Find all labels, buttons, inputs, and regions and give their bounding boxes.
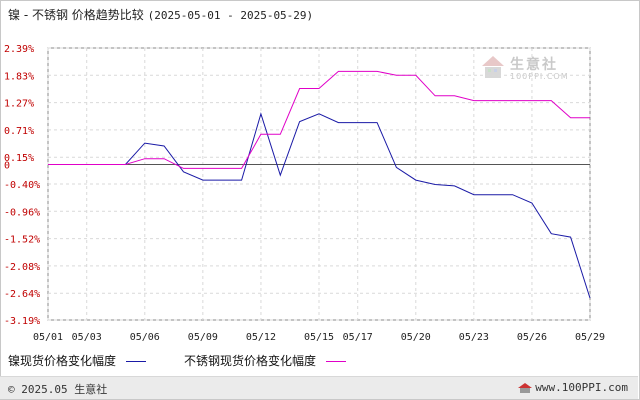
y-tick-label: 0 <box>4 161 10 172</box>
legend-swatch-nickel <box>125 361 146 362</box>
y-tick-label: -2.08% <box>4 262 40 273</box>
y-tick-label: 0.71% <box>4 126 34 137</box>
footer-site-url[interactable]: www.100PPI.com <box>535 381 628 394</box>
chart-title: 镍 - 不锈钢 价格趋势比较 (2025-05-01 - 2025-05-29) <box>8 6 313 23</box>
chart-title-range: (2025-05-01 - 2025-05-29) <box>147 9 314 22</box>
y-tick-label: 2.39% <box>4 44 34 55</box>
y-tick-label: 0.15% <box>4 153 34 164</box>
watermark: 生意社 100PPI.COM <box>480 54 580 84</box>
legend-swatch-stainless <box>325 361 346 362</box>
x-tick-label: 05/26 <box>517 332 547 343</box>
x-tick-label: 05/01 <box>33 332 63 343</box>
legend-item-stainless: 不锈钢现货价格变化幅度 <box>184 352 346 369</box>
y-tick-label: -1.52% <box>4 235 40 246</box>
x-tick-label: 05/09 <box>188 332 218 343</box>
chart-title-main: 镍 - 不锈钢 价格趋势比较 <box>8 8 144 22</box>
x-tick-label: 05/03 <box>72 332 102 343</box>
y-tick-label: 1.83% <box>4 71 34 82</box>
watermark-logo-icon <box>482 56 504 78</box>
watermark-text: 生意社 <box>510 57 558 73</box>
x-tick-label: 05/20 <box>401 332 431 343</box>
y-tick-label: -0.40% <box>4 180 40 191</box>
footer-site[interactable]: www.100PPI.com <box>518 381 628 394</box>
x-axis-ticks: 05/01 05/03 05/06 05/09 05/12 05/15 05/17 05/20… <box>33 332 605 343</box>
grid-lines <box>47 47 591 321</box>
y-axis-ticks: 2.39% 1.83% 1.27% 0.71% 0.15%0 -0.40% -0.96% -1… <box>4 44 40 327</box>
footer-copyright: © 2025.05 生意社 <box>8 383 108 396</box>
y-tick-label: -2.64% <box>4 289 40 300</box>
site-logo-icon <box>518 383 533 393</box>
y-tick-label: 1.27% <box>4 99 34 110</box>
footer-bar: © 2025.05 生意社 www.100PPI.com <box>0 376 638 399</box>
y-tick-label: -3.19% <box>4 316 40 327</box>
x-tick-label: 05/23 <box>459 332 489 343</box>
x-tick-label: 05/17 <box>343 332 373 343</box>
series-line-stainless <box>48 70 590 169</box>
x-tick-label: 05/29 <box>575 332 605 343</box>
legend-label-stainless: 不锈钢现货价格变化幅度 <box>184 354 317 368</box>
legend-label-nickel: 镍现货价格变化幅度 <box>8 354 117 368</box>
x-tick-label: 05/06 <box>130 332 160 343</box>
x-tick-label: 05/15 <box>304 332 334 343</box>
x-tick-label: 05/12 <box>246 332 276 343</box>
series-lines <box>48 70 591 299</box>
y-tick-label: -0.96% <box>4 207 40 218</box>
series-line-nickel <box>48 112 591 299</box>
legend-item-nickel: 镍现货价格变化幅度 <box>8 352 146 369</box>
watermark-sub: 100PPI.COM <box>510 72 569 81</box>
